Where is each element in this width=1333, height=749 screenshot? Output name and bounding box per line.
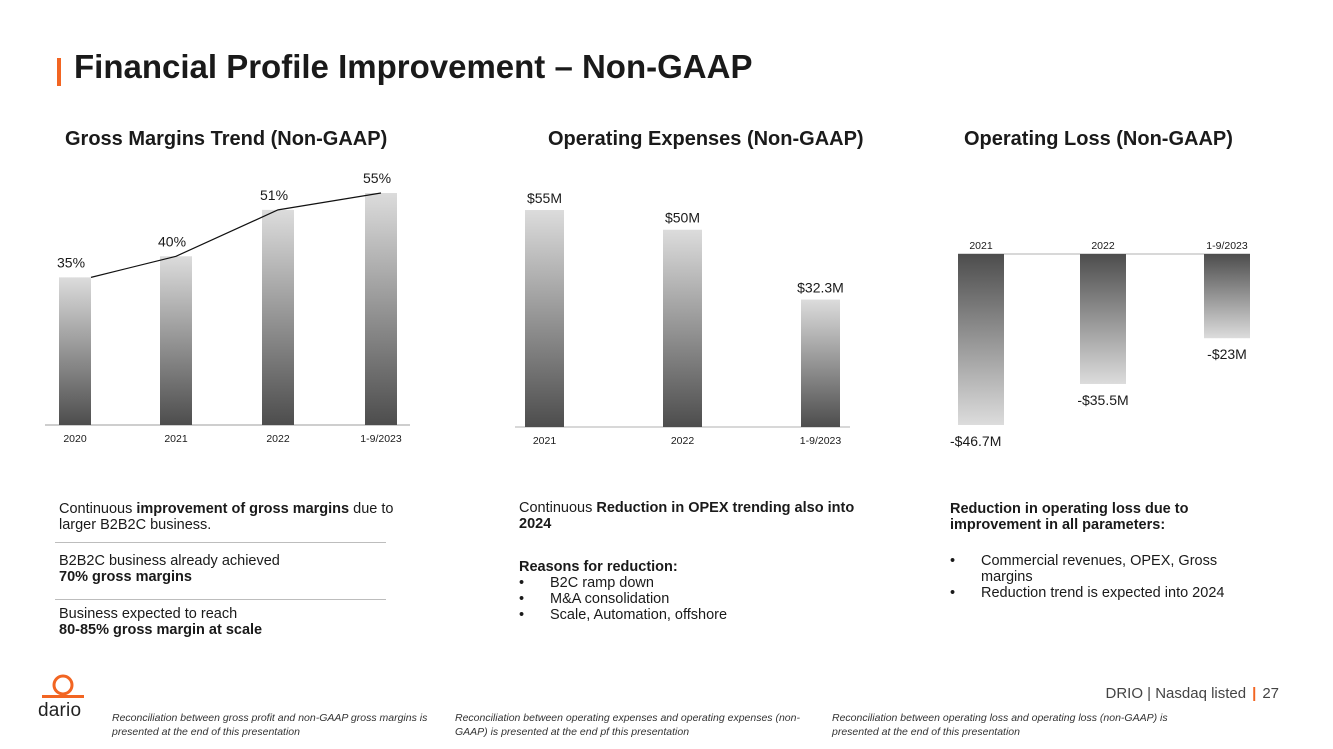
- bar: [262, 209, 294, 425]
- operating-loss-chart: 2021 -$46.7M 2022 -$35.5M 1-9/2023 -$23M: [950, 240, 1250, 449]
- bar: [365, 193, 397, 425]
- divider: [55, 542, 386, 543]
- data-label: 35%: [57, 254, 85, 270]
- data-label: 51%: [260, 187, 288, 203]
- data-label: -$46.7M: [950, 433, 1001, 449]
- opex-summary: Continuous Reduction in OPEX trending al…: [519, 500, 869, 532]
- bar: [59, 277, 91, 425]
- opex-summary-bold: Reduction in OPEX trending also into 202…: [519, 500, 855, 532]
- loss-heading: Reduction in operating loss due to impro…: [950, 501, 1189, 533]
- data-label: -$23M: [1207, 346, 1247, 362]
- tick-label: 2022: [1091, 240, 1115, 252]
- loss-bullet: Commercial revenues, OPEX, Gross margins: [950, 553, 1270, 585]
- footer-meta: DRIO | Nasdaq listed | 27: [1105, 685, 1279, 702]
- tick-label: 2021: [969, 240, 993, 252]
- bar: [1204, 254, 1250, 339]
- page-title: Financial Profile Improvement – Non-GAAP: [74, 48, 753, 85]
- reason-item: B2C ramp down: [519, 575, 869, 591]
- data-label: $50M: [665, 210, 700, 226]
- tick-label: 2022: [671, 435, 695, 447]
- reasons-list: B2C ramp down M&A consolidation Scale, A…: [519, 575, 869, 623]
- tick-label: 2022: [266, 433, 290, 445]
- bar: [1080, 254, 1126, 384]
- bar: [801, 299, 840, 427]
- tick-label: 1-9/2023: [360, 433, 402, 445]
- data-label: 55%: [363, 170, 391, 186]
- logo-text: dario: [38, 700, 82, 721]
- gross-margins-chart: 35% 2020 40% 2021 51% 2022 55% 1-9/2023: [45, 170, 410, 445]
- data-label: $32.3M: [797, 280, 844, 296]
- footnote-operating-loss: Reconciliation between operating loss an…: [832, 712, 1168, 738]
- title-accent-bar: [57, 58, 61, 86]
- tick-label: 2021: [533, 435, 557, 447]
- bar: [525, 210, 564, 427]
- data-label: 40%: [158, 233, 186, 249]
- opex-chart: $55M 2021 $50M 2022 $32.3M 1-9/2023: [515, 190, 850, 447]
- opex-summary-pre: Continuous: [519, 500, 597, 516]
- gross-margins-chart-title: Gross Margins Trend (Non-GAAP): [65, 128, 388, 150]
- loss-bullet: Reduction trend is expected into 2024: [950, 585, 1270, 601]
- tick-label: 1-9/2023: [1206, 240, 1248, 252]
- divider: [55, 599, 386, 600]
- scale-bold: 80-85% gross margin at scale: [59, 622, 263, 638]
- page-number: 27: [1262, 685, 1279, 702]
- b2b2c-bold: 70% gross margins: [59, 569, 192, 585]
- b2b2c-line: B2B2C business already achieved: [59, 553, 280, 569]
- b2b2c-achievement: B2B2C business already achieved 70% gros…: [59, 553, 429, 585]
- trend-line: [90, 192, 382, 278]
- gm-summary-bold: improvement of gross margins: [136, 501, 350, 517]
- operating-loss-chart-title: Operating Loss (Non-GAAP): [964, 128, 1233, 150]
- footnote-opex: Reconciliation between operating expense…: [455, 712, 800, 738]
- bar: [958, 254, 1004, 425]
- scale-line: Business expected to reach: [59, 606, 238, 622]
- reason-item: M&A consolidation: [519, 591, 869, 607]
- data-label: -$35.5M: [1077, 392, 1128, 408]
- opex-reasons: Reasons for reduction: B2C ramp down M&A…: [519, 559, 869, 623]
- bar: [160, 256, 192, 425]
- reason-item: Scale, Automation, offshore: [519, 607, 869, 623]
- gm-summary-pre: Continuous: [59, 501, 137, 517]
- loss-bullets: Commercial revenues, OPEX, Gross margins…: [950, 553, 1270, 601]
- footnote-gross-margin: Reconciliation between gross profit and …: [112, 712, 428, 738]
- gross-margin-summary: Continuous improvement of gross margins …: [59, 501, 429, 533]
- scale-expectation: Business expected to reach 80-85% gross …: [59, 606, 429, 638]
- gm-summary-post: due to larger B2B2C business.: [59, 501, 394, 533]
- dario-logo-icon: [42, 674, 84, 698]
- reasons-title: Reasons for reduction:: [519, 559, 678, 575]
- tick-label: 2021: [164, 433, 188, 445]
- opex-chart-title: Operating Expenses (Non-GAAP): [548, 128, 864, 150]
- data-label: $55M: [527, 190, 562, 206]
- tick-label: 1-9/2023: [800, 435, 842, 447]
- tick-label: 2020: [63, 433, 87, 445]
- ticker-text: DRIO | Nasdaq listed: [1105, 685, 1247, 702]
- bar: [663, 229, 702, 427]
